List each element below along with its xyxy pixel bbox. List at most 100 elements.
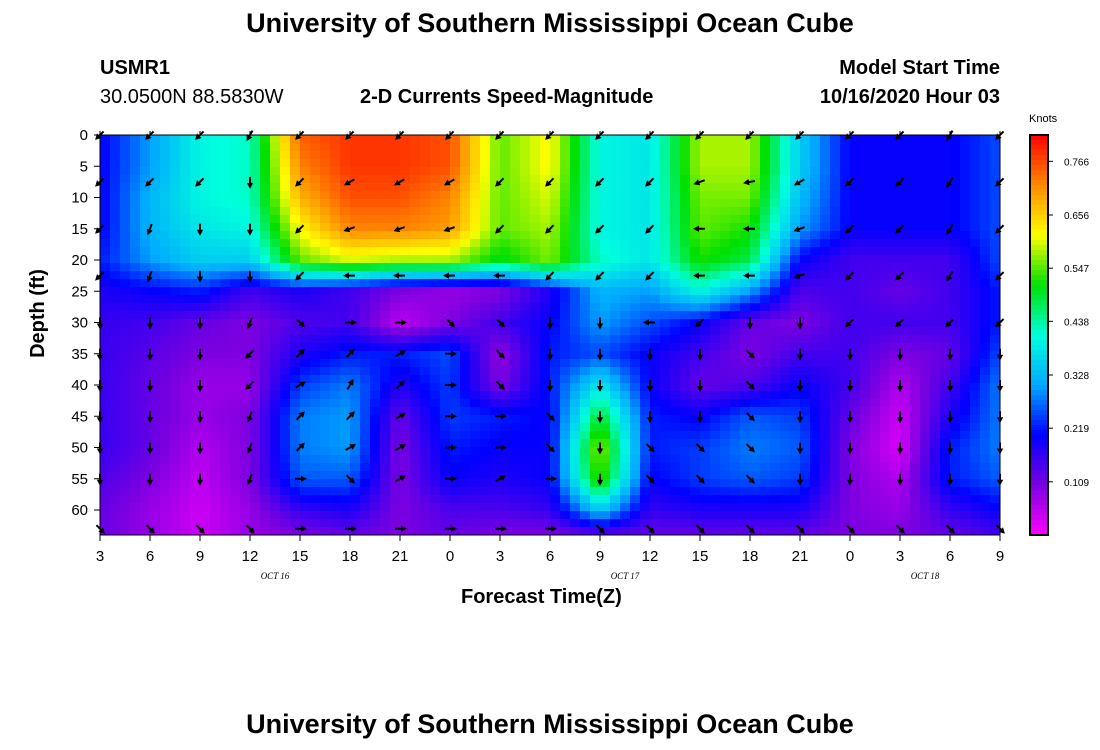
heatmap-cell	[250, 407, 261, 416]
heatmap-cell	[770, 343, 781, 352]
heatmap-cell	[590, 423, 601, 432]
heatmap-cell	[450, 311, 461, 320]
current-arrow	[546, 317, 554, 330]
heatmap-cell	[940, 175, 951, 184]
current-arrow	[395, 380, 405, 390]
heatmap-cell	[850, 399, 861, 408]
heatmap-cell	[680, 135, 691, 144]
heatmap-cell	[910, 423, 921, 432]
heatmap-cell	[130, 503, 141, 512]
heatmap-cell	[640, 167, 651, 176]
heatmap-cell	[580, 423, 591, 432]
heatmap-cell	[720, 327, 731, 336]
heatmap-cell	[950, 463, 961, 472]
heatmap-cell	[100, 183, 111, 192]
heatmap-cell	[800, 455, 811, 464]
heatmap-cell	[900, 471, 911, 480]
colorbar-segment	[1030, 460, 1048, 466]
heatmap-cell	[640, 327, 651, 336]
heatmap-cell	[710, 167, 721, 176]
heatmap-cell	[270, 495, 281, 504]
heatmap-cell	[650, 343, 661, 352]
heatmap-cell	[720, 367, 731, 376]
heatmap-cell	[930, 279, 941, 288]
heatmap-cell	[310, 407, 321, 416]
heatmap-cell	[470, 511, 481, 520]
heatmap-cell	[600, 287, 611, 296]
heatmap-cell	[260, 423, 271, 432]
heatmap-cell	[550, 407, 561, 416]
heatmap-cell	[130, 199, 141, 208]
heatmap-cell	[400, 143, 411, 152]
heatmap-cell	[620, 231, 631, 240]
heatmap-cell	[880, 351, 891, 360]
heatmap-cell	[910, 295, 921, 304]
heatmap-cell	[990, 295, 1001, 304]
heatmap-cell	[710, 343, 721, 352]
heatmap-cell	[360, 327, 371, 336]
colorbar-tick-label: 0.656	[1064, 211, 1089, 222]
heatmap-cell	[300, 343, 311, 352]
heatmap-cell	[110, 375, 121, 384]
heatmap-cell	[760, 423, 771, 432]
heatmap-cell	[190, 223, 201, 232]
heatmap-cell	[580, 487, 591, 496]
heatmap-cell	[510, 199, 521, 208]
heatmap-cell	[690, 495, 701, 504]
heatmap-cell	[890, 199, 901, 208]
heatmap-cell	[900, 527, 911, 536]
heatmap-cell	[150, 231, 161, 240]
heatmap-cell	[320, 375, 331, 384]
heatmap-cell	[510, 327, 521, 336]
heatmap-cell	[470, 495, 481, 504]
heatmap-cell	[360, 519, 371, 528]
heatmap-cell	[110, 327, 121, 336]
heatmap-cell	[840, 207, 851, 216]
heatmap-cell	[150, 503, 161, 512]
heatmap-cell	[260, 359, 271, 368]
heatmap-cell	[250, 327, 261, 336]
heatmap-cell	[750, 359, 761, 368]
heatmap-cell	[640, 447, 651, 456]
heatmap-cell	[730, 311, 741, 320]
heatmap-cell	[170, 199, 181, 208]
heatmap-cell	[880, 223, 891, 232]
heatmap-cell	[870, 471, 881, 480]
heatmap-cell	[270, 407, 281, 416]
heatmap-cell	[650, 335, 661, 344]
heatmap-cell	[910, 407, 921, 416]
heatmap-cell	[320, 143, 331, 152]
heatmap-cell	[110, 159, 121, 168]
heatmap-cell	[910, 279, 921, 288]
heatmap-cell	[960, 167, 971, 176]
heatmap-cell	[110, 495, 121, 504]
heatmap-cell	[130, 527, 141, 536]
heatmap-cell	[730, 335, 741, 344]
heatmap-cell	[680, 255, 691, 264]
colorbar-segment	[1030, 295, 1048, 301]
heatmap-cell	[120, 215, 131, 224]
heatmap-cell	[210, 367, 221, 376]
heatmap-cell	[970, 319, 981, 328]
heatmap-cell	[850, 183, 861, 192]
heatmap-cell	[100, 271, 111, 280]
heatmap-cell	[400, 159, 411, 168]
current-arrow	[295, 271, 305, 281]
heatmap-cell	[630, 143, 641, 152]
heatmap-cell	[930, 407, 941, 416]
heatmap-cell	[220, 143, 231, 152]
heatmap-cell	[460, 343, 471, 352]
heatmap-cell	[140, 503, 151, 512]
heatmap-cell	[210, 479, 221, 488]
heatmap-cell	[450, 319, 461, 328]
heatmap-cell	[500, 407, 511, 416]
heatmap-cell	[340, 295, 351, 304]
heatmap-cell	[850, 375, 861, 384]
heatmap-cell	[130, 511, 141, 520]
heatmap-cell	[420, 479, 431, 488]
heatmap-cell	[770, 303, 781, 312]
heatmap-cell	[400, 215, 411, 224]
heatmap-cell	[600, 359, 611, 368]
heatmap-cell	[340, 167, 351, 176]
heatmap-cell	[570, 495, 581, 504]
